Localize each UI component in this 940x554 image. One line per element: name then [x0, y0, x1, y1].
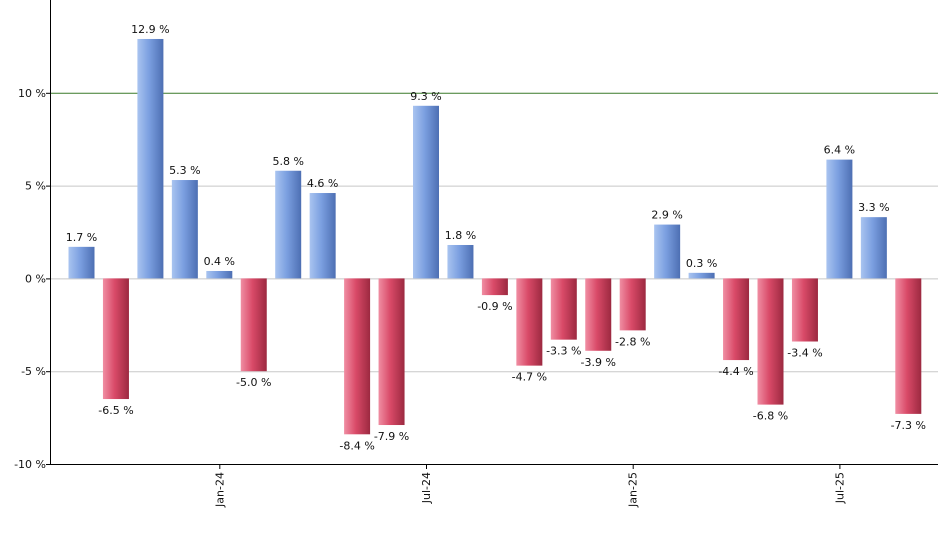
x-tick-label-Jul-25: Jul-25: [833, 472, 846, 504]
data-label-Sep-25: -7.3 %: [891, 419, 926, 432]
bar-Dec-24: [585, 278, 612, 351]
bar-Jun-24: [378, 278, 405, 426]
bar-Apr-24: [309, 193, 336, 279]
data-label-Dec-24: -3.9 %: [581, 356, 616, 369]
data-label-Sep-24: -0.9 %: [477, 300, 512, 313]
data-label-Mar-24: 5.8 %: [272, 155, 303, 168]
data-label-Jun-25: -3.4 %: [787, 347, 822, 360]
bar-Jun-25: [791, 278, 818, 342]
bar-Feb-24: [240, 278, 267, 372]
data-labels: 1.7 % -6.5 % 12.9 % 5.3 % 0.4 % -5.0 % 5.8 % 4.…: [66, 23, 926, 452]
y-tick-label: 0 %: [25, 272, 46, 285]
bar-Sep-23: [68, 246, 95, 279]
y-tick-label: 10 %: [18, 87, 46, 100]
bar-Aug-25: [860, 217, 887, 279]
data-label-Aug-24: 1.8 %: [445, 229, 476, 242]
data-label-Jul-24: 9.3 %: [410, 90, 441, 103]
data-label-Mar-25: 0.3 %: [686, 257, 717, 270]
data-label-Jan-24: 0.4 %: [204, 255, 235, 268]
bar-Jul-25: [826, 159, 853, 279]
bar-Sep-24: [481, 278, 508, 296]
y-tick-label: -5 %: [21, 365, 46, 378]
bar-Jul-24: [413, 105, 439, 279]
bar-Apr-25: [723, 278, 750, 361]
bar-May-25: [757, 278, 784, 405]
axes: -10 % -5 % 0 % 5 % 10 % Jan-24 Jul-24 Jan-25 Jul…: [14, 0, 938, 508]
bar-Dec-23: [171, 180, 198, 279]
data-label-Oct-23: -6.5 %: [98, 404, 133, 417]
y-tick-label: 5 %: [25, 180, 46, 193]
data-label-May-25: -6.8 %: [753, 410, 788, 423]
data-label-Jul-25: 6.4 %: [824, 144, 855, 157]
data-label-Dec-23: 5.3 %: [169, 164, 200, 177]
data-label-Oct-24: -4.7 %: [512, 371, 547, 384]
data-label-Aug-25: 3.3 %: [858, 201, 889, 214]
bar-Jan-25: [619, 278, 646, 331]
data-label-Nov-23: 12.9 %: [131, 23, 169, 36]
bar-Feb-25: [654, 224, 681, 279]
bar-Mar-24: [275, 170, 302, 279]
bars: [68, 38, 922, 435]
x-tick-label-Jan-25: Jan-25: [627, 472, 640, 508]
data-label-Jan-25: -2.8 %: [615, 335, 650, 348]
x-tick-label-Jan-24: Jan-24: [213, 472, 226, 508]
data-label-May-24: -8.4 %: [339, 439, 374, 452]
bar-Oct-24: [516, 278, 543, 366]
data-label-Feb-25: 2.9 %: [651, 209, 682, 222]
data-label-Jun-24: -7.9 %: [374, 430, 409, 443]
data-label-Feb-24: -5.0 %: [236, 376, 271, 389]
x-tick-label-Jul-24: Jul-24: [420, 472, 433, 504]
bar-Jan-24: [206, 270, 233, 279]
data-label-Apr-25: -4.4 %: [718, 365, 753, 378]
bar-Aug-24: [447, 244, 474, 279]
data-label-Sep-23: 1.7 %: [66, 231, 97, 244]
bar-May-24: [344, 278, 371, 435]
y-tick-label: -10 %: [14, 458, 46, 471]
bar-Mar-25: [688, 272, 715, 279]
bar-Oct-23: [102, 278, 129, 400]
data-label-Apr-24: 4.6 %: [307, 177, 338, 190]
bar-Nov-24: [550, 278, 577, 340]
bar-Nov-23: [137, 38, 164, 279]
data-label-Nov-24: -3.3 %: [546, 345, 581, 358]
bar-Sep-25: [895, 278, 922, 414]
